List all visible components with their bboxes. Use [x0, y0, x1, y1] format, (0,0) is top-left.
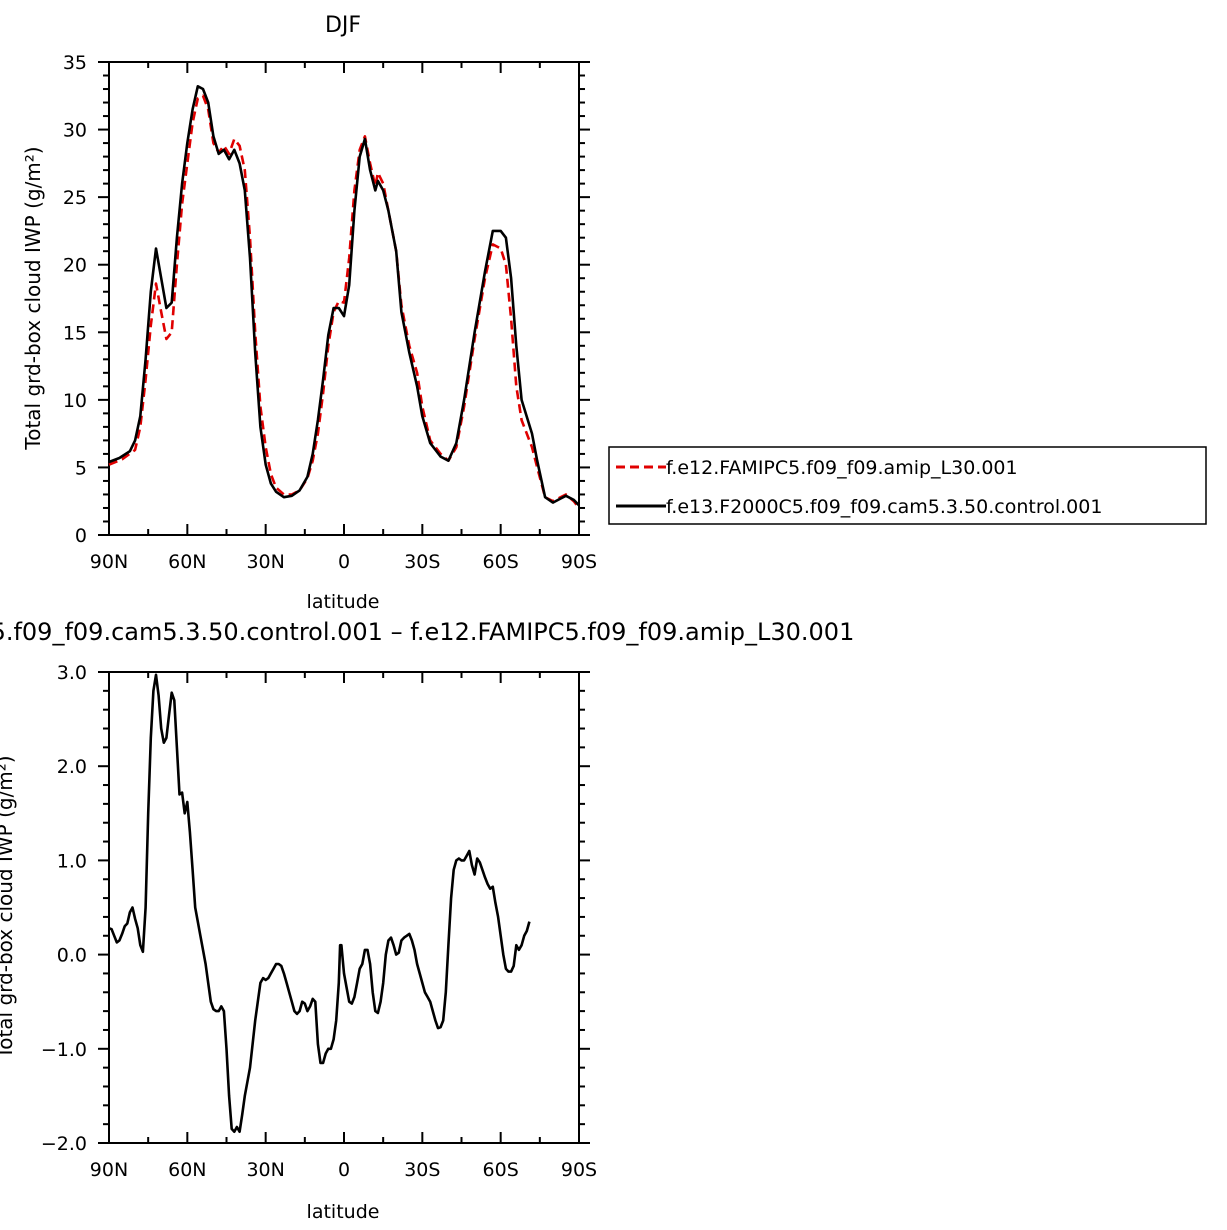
bottom-x-tick-label: 90S — [561, 1159, 597, 1181]
bottom-x-tick-label: 60N — [168, 1159, 206, 1181]
top-series-line-2 — [108, 85, 580, 507]
bottom-y-axis-label: Total grd-box cloud IWP (g/m²) — [0, 755, 17, 1059]
bottom-x-axis-label: latitude — [307, 1201, 380, 1223]
top-x-axis-label: latitude — [307, 591, 380, 613]
bottom-x-tick-label: 30N — [246, 1159, 284, 1181]
top-x-tick-label: 30S — [404, 551, 440, 573]
bottom-series-line-1 — [108, 673, 531, 1133]
top-panel: DJF 90N 60N 30N 0 30S 60S 90S 0 5 10 15 20 25 30 35 l… — [21, 13, 1207, 613]
top-x-tick-label: 30N — [246, 551, 284, 573]
top-y-tick-label: 25 — [63, 187, 87, 209]
legend: f.e12.FAMIPC5.f09_f09.amip_L30.001 f.e13… — [608, 446, 1207, 525]
top-x-tick-label: 90S — [561, 551, 597, 573]
top-x-tick-label: 60N — [168, 551, 206, 573]
top-x-ticks: 90N 60N 30N 0 30S 60S 90S — [90, 62, 597, 573]
top-y-tick-label: 30 — [63, 120, 87, 142]
top-y-tick-label: 20 — [63, 255, 87, 277]
bottom-y-tick-label: −1.0 — [41, 1039, 87, 1061]
bottom-chart-title: f.e13.F2000C5.f09_f09.cam5.3.50.control.… — [0, 618, 854, 646]
bottom-x-ticks: 90N 60N 30N 0 30S 60S 90S — [90, 672, 597, 1181]
top-x-tick-label: 90N — [90, 551, 128, 573]
top-series-line-1 — [108, 94, 581, 509]
bottom-x-tick-label: 30S — [404, 1159, 440, 1181]
top-x-tick-label: 60S — [483, 551, 519, 573]
top-y-tick-label: 0 — [75, 525, 87, 547]
legend-box — [608, 446, 1207, 525]
top-y-tick-label: 35 — [63, 52, 87, 74]
top-y-tick-label: 5 — [75, 457, 87, 479]
bottom-series-lines — [108, 673, 531, 1133]
top-y-axis-label: Total grd-box cloud IWP (g/m²) — [21, 146, 45, 450]
bottom-y-tick-label: 1.0 — [57, 850, 87, 872]
bottom-y-ticks: −2.0 −1.0 0.0 1.0 2.0 3.0 — [41, 662, 590, 1155]
bottom-y-tick-label: 0.0 — [57, 945, 87, 967]
bottom-x-tick-label: 60S — [483, 1159, 519, 1181]
bottom-x-tick-label: 90N — [90, 1159, 128, 1181]
bottom-y-tick-label: −2.0 — [41, 1133, 87, 1155]
top-y-tick-label: 15 — [63, 322, 87, 344]
top-y-ticks: 0 5 10 15 20 25 30 35 — [63, 52, 590, 547]
top-chart-title: DJF — [325, 13, 361, 38]
bottom-plot-frame — [108, 671, 580, 1144]
legend-label-series-1: f.e12.FAMIPC5.f09_f09.amip_L30.001 — [666, 457, 1018, 479]
legend-label-series-2: f.e13.F2000C5.f09_f09.cam5.3.50.control.… — [666, 496, 1102, 518]
bottom-x-tick-label: 0 — [338, 1159, 350, 1181]
top-y-tick-label: 10 — [63, 390, 87, 412]
bottom-y-tick-label: 3.0 — [57, 662, 87, 684]
top-series-lines — [108, 85, 581, 509]
bottom-y-tick-label: 2.0 — [57, 756, 87, 778]
top-x-tick-label: 0 — [338, 551, 350, 573]
bottom-panel: f.e13.F2000C5.f09_f09.cam5.3.50.control.… — [0, 618, 854, 1223]
